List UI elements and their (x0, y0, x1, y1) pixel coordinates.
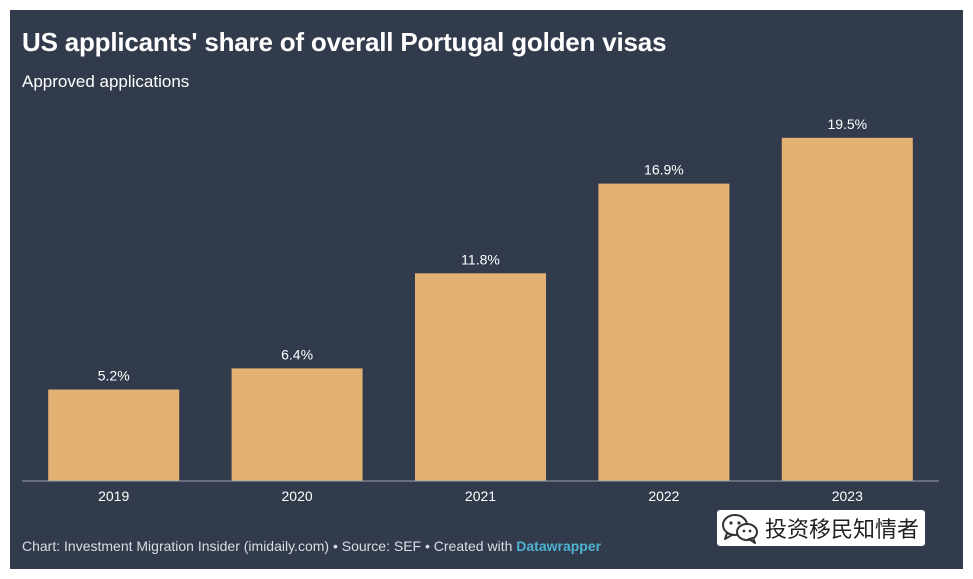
footer-credit: Chart: Investment Migration Insider (imi… (22, 538, 517, 554)
chart-title: US applicants' share of overall Portugal… (22, 27, 667, 57)
x-tick-label-2021: 2021 (465, 488, 496, 504)
watermark-text: 投资移民知情者 (765, 518, 920, 543)
bar-chart: 5.2% 2019 6.4% 2020 11.8% 2021 16.9% 2022 19.5% 2… (22, 116, 939, 504)
wechat-watermark: 投资移民知情者 (717, 510, 926, 546)
value-label-2019: 5.2% (98, 368, 130, 384)
bar-2023 (781, 137, 913, 482)
bar-2021 (415, 273, 546, 481)
value-label-2023: 19.5% (827, 116, 867, 132)
value-label-2021: 11.8% (461, 251, 500, 267)
bar-2020 (231, 368, 363, 481)
x-tick-label-2022: 2022 (648, 488, 679, 504)
wechat-icon (722, 514, 758, 544)
x-tick-label-2020: 2020 (282, 488, 313, 504)
bar-2019 (48, 389, 180, 481)
x-tick-label-2019: 2019 (98, 488, 129, 504)
chart-subtitle: Approved applications (22, 72, 190, 91)
x-tick-label-2023: 2023 (832, 488, 863, 504)
chart-panel: US applicants' share of overall Portugal… (10, 10, 963, 569)
value-label-2022: 16.9% (644, 162, 684, 178)
bars-layer (48, 137, 913, 482)
datawrapper-link[interactable]: Datawrapper (516, 538, 602, 554)
value-label-2020: 6.4% (281, 346, 313, 362)
bar-2022 (598, 183, 730, 481)
labels-layer: 5.2% 2019 6.4% 2020 11.8% 2021 16.9% 2022 19.5% 2… (98, 116, 867, 504)
chart-footer: Chart: Investment Migration Insider (imi… (22, 538, 601, 554)
